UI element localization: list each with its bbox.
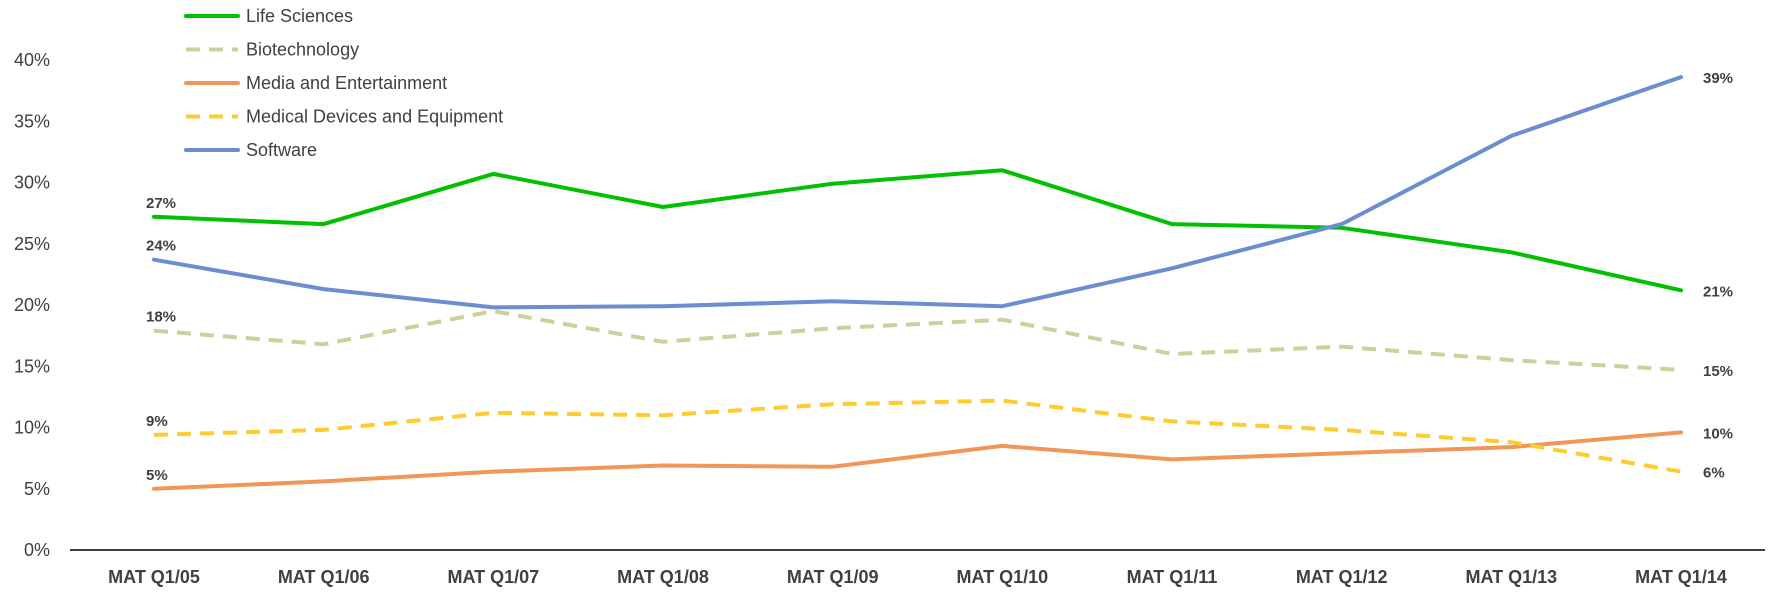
data-label-end: 21% [1703, 283, 1733, 300]
data-label-start: 24% [146, 238, 176, 255]
x-tick-label: MAT Q1/07 [447, 567, 539, 587]
x-tick-label: MAT Q1/14 [1635, 567, 1727, 587]
legend-label: Biotechnology [246, 40, 359, 60]
y-tick-label: 5% [24, 479, 50, 499]
x-tick-label: MAT Q1/11 [1127, 567, 1218, 587]
x-tick-label: MAT Q1/06 [278, 567, 370, 587]
x-tick-label: MAT Q1/05 [108, 567, 200, 587]
legend-label: Medical Devices and Equipment [246, 107, 503, 127]
y-tick-label: 30% [14, 173, 50, 193]
y-tick-label: 10% [14, 418, 50, 438]
x-tick-label: MAT Q1/12 [1296, 567, 1388, 587]
legend-label: Life Sciences [246, 6, 353, 26]
legend-label: Media and Entertainment [246, 73, 447, 93]
series-line-3 [153, 398, 1682, 474]
data-label-end: 6% [1703, 465, 1725, 482]
data-label-start: 5% [146, 467, 168, 484]
legend-label: Software [246, 140, 317, 160]
data-label-end: 10% [1703, 425, 1733, 442]
y-tick-label: 35% [14, 111, 50, 131]
x-tick-label: MAT Q1/10 [956, 567, 1048, 587]
x-tick-label: MAT Q1/09 [787, 567, 879, 587]
y-tick-label: 15% [14, 356, 50, 376]
data-label-start: 9% [146, 413, 168, 430]
y-tick-label: 25% [14, 234, 50, 254]
data-label-end: 15% [1703, 363, 1733, 380]
series-line-1 [153, 309, 1682, 372]
series-line-4 [152, 75, 1683, 310]
y-tick-label: 0% [24, 540, 50, 560]
x-tick-label: MAT Q1/13 [1465, 567, 1557, 587]
data-label-end: 39% [1703, 70, 1733, 87]
series-line-0 [152, 168, 1683, 293]
data-label-start: 27% [146, 195, 176, 212]
series-line-2 [152, 430, 1683, 491]
x-tick-label: MAT Q1/08 [617, 567, 709, 587]
y-tick-label: 20% [14, 295, 50, 315]
y-tick-label: 40% [14, 50, 50, 70]
data-label-start: 18% [146, 309, 176, 326]
